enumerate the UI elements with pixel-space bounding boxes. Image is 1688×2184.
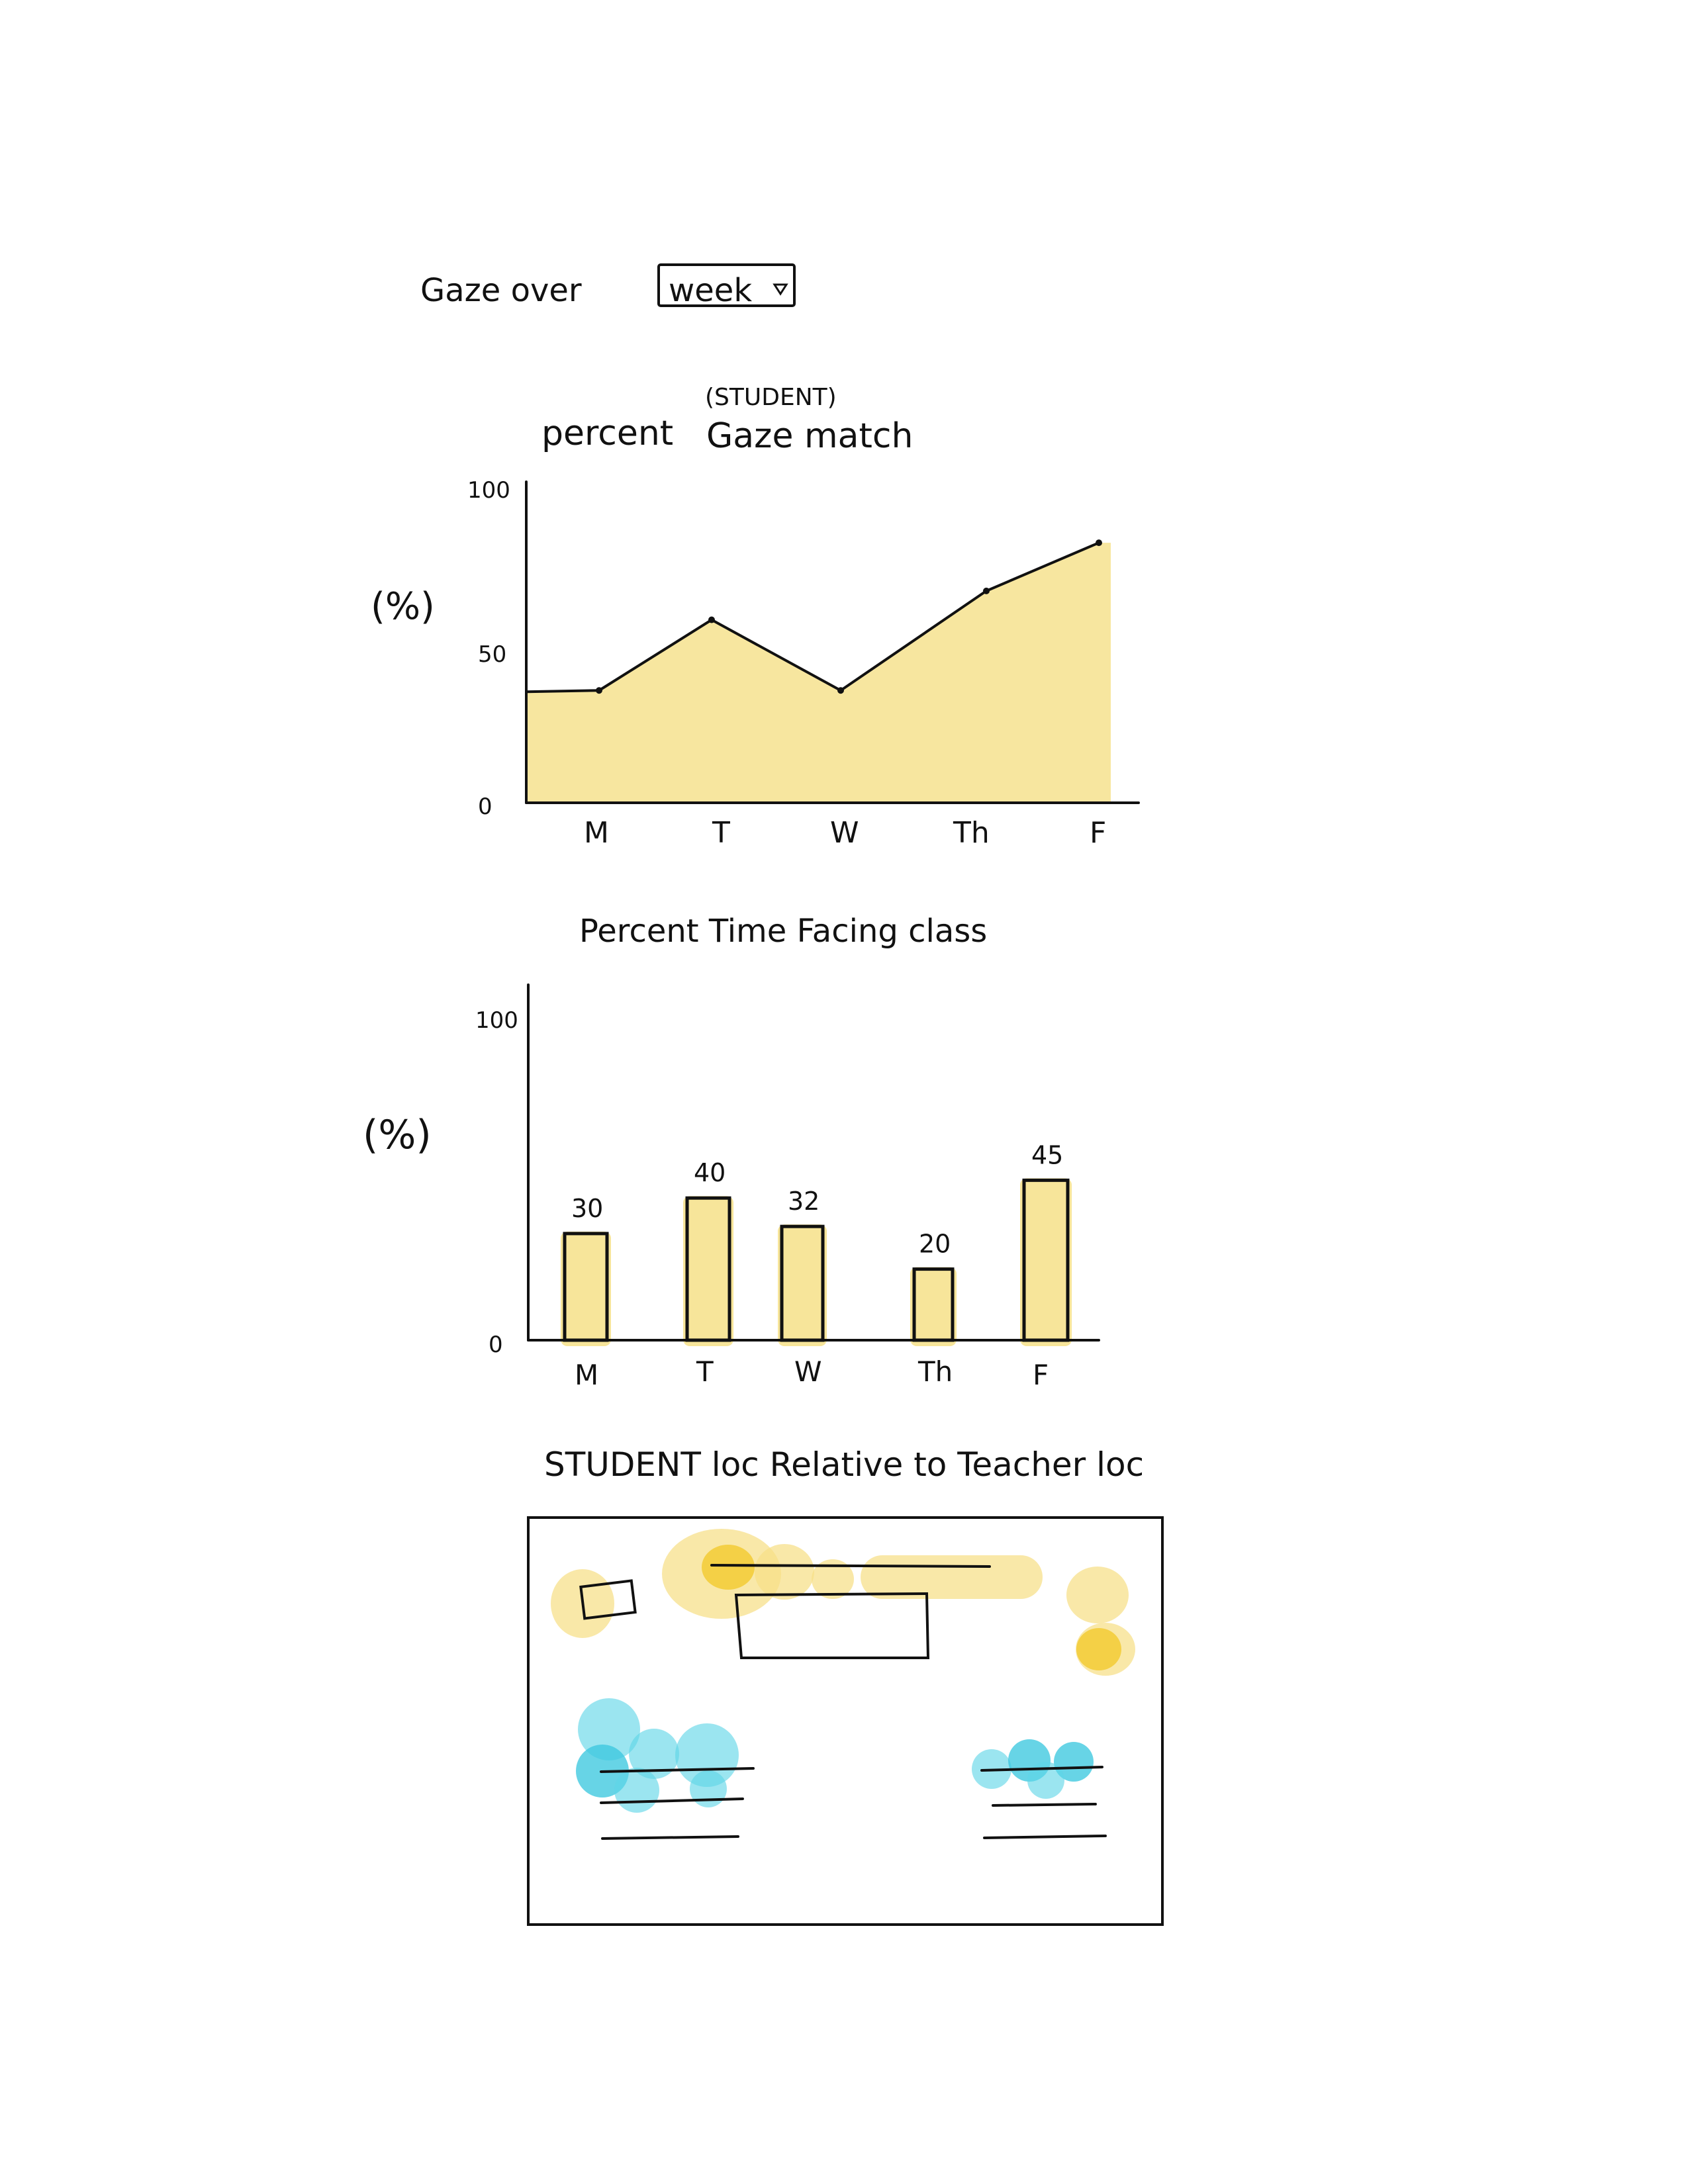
student-heat-hotspot xyxy=(1054,1742,1094,1782)
gaze-point-m xyxy=(596,687,602,694)
gaze-point-th xyxy=(983,587,990,594)
student-desk-left-row xyxy=(600,1767,755,1773)
facing-bar-label-t: 40 xyxy=(694,1158,726,1187)
facing-bar-label-f: 45 xyxy=(1031,1140,1063,1169)
student-heat-blob xyxy=(629,1729,679,1779)
gaze-y-tick-0: 0 xyxy=(478,794,492,820)
location-title: STUDENT loc Relative to Teacher loc xyxy=(544,1445,1144,1484)
gaze-point-t xyxy=(708,616,715,623)
gaze-x-tick-w: W xyxy=(830,816,859,850)
student-desk-left-row xyxy=(601,1835,739,1840)
gaze-y-tick-50: 50 xyxy=(478,641,506,668)
student-location-heat xyxy=(576,1698,1094,1813)
facing-x-tick-w: W xyxy=(794,1355,822,1388)
student-heat-blob xyxy=(614,1768,659,1813)
gaze-series-line xyxy=(525,541,1100,694)
facing-bar-fill-m xyxy=(561,1231,611,1346)
front-board-line xyxy=(710,1564,991,1568)
timeframe-dropdown-box[interactable] xyxy=(657,263,796,307)
center-desk-icon xyxy=(734,1592,930,1659)
facing-x-tick-m: M xyxy=(575,1359,598,1391)
student-heat-blob xyxy=(1027,1762,1064,1799)
facing-bar-label-th: 20 xyxy=(919,1230,951,1259)
teacher-desk-icon xyxy=(579,1579,637,1620)
gaze-area-plot xyxy=(525,539,1111,803)
gaze-y-tick-100: 100 xyxy=(467,477,510,504)
student-desk-left-row xyxy=(600,1797,744,1804)
facing-title: Percent Time Facing class xyxy=(579,913,987,950)
facing-x-tick-th: Th xyxy=(917,1355,953,1388)
facing-bar-plot: 30 40 32 20 45 xyxy=(561,1140,1072,1346)
teacher-heat-blob xyxy=(755,1544,814,1600)
timeframe-dropdown[interactable]: week xyxy=(657,263,796,309)
facing-bar-fill-w xyxy=(778,1224,827,1346)
gaze-y-axis-label: (%) xyxy=(371,585,435,628)
timeframe-selected-value[interactable]: week xyxy=(669,272,752,309)
facing-y-tick-0: 0 xyxy=(489,1332,503,1358)
gaze-title-main: Gaze match xyxy=(706,416,913,456)
gaze-area-fill xyxy=(526,543,1111,803)
gaze-x-tick-t: T xyxy=(712,816,730,850)
gaze-title-note: (STUDENT) xyxy=(705,384,837,411)
gaze-point-w xyxy=(837,687,844,694)
facing-bar-fill-th xyxy=(910,1267,957,1346)
facing-bar-label-m: 30 xyxy=(571,1194,603,1223)
facing-bar-label-w: 32 xyxy=(788,1187,820,1216)
facing-bar-fill-f xyxy=(1020,1178,1072,1346)
facing-y-tick-100: 100 xyxy=(475,1007,518,1034)
gaze-x-tick-m: M xyxy=(584,816,609,850)
gaze-point-f xyxy=(1096,539,1102,547)
dropdown-arrow-icon[interactable] xyxy=(773,283,788,296)
classroom-furniture xyxy=(579,1564,1107,1840)
teacher-heat-blob xyxy=(861,1555,1043,1599)
facing-x-tick-t: T xyxy=(696,1355,714,1388)
facing-bar-fill-t xyxy=(683,1196,733,1346)
teacher-heat-blob xyxy=(1066,1567,1129,1623)
student-desk-right-row xyxy=(980,1766,1103,1772)
student-heat-blob xyxy=(690,1770,727,1807)
facing-y-axis-label: (%) xyxy=(363,1112,432,1158)
page-header-label: Gaze over xyxy=(420,272,582,309)
teacher-heat-blob xyxy=(812,1559,854,1599)
student-desk-right-row xyxy=(992,1803,1097,1807)
classroom-map xyxy=(527,1516,1164,1926)
teacher-heat-hotspot xyxy=(702,1545,755,1590)
gaze-x-tick-f: F xyxy=(1090,816,1106,850)
gaze-x-tick-th: Th xyxy=(953,816,990,850)
student-heat-blob xyxy=(578,1698,640,1760)
teacher-heat-hotspot xyxy=(1076,1628,1121,1670)
gaze-title-prefix: percent xyxy=(541,414,673,453)
student-desk-right-row xyxy=(983,1835,1107,1839)
facing-x-tick-f: F xyxy=(1033,1359,1049,1391)
